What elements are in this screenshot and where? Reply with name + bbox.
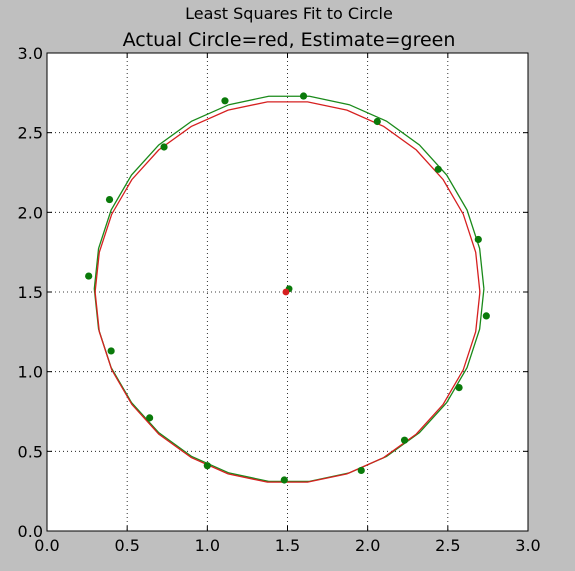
x-tick-label: 1.5 [275, 536, 300, 555]
data-point [280, 476, 288, 484]
data-point [221, 97, 229, 105]
x-tick-label: 1.0 [195, 536, 220, 555]
data-point [400, 436, 409, 444]
data-point [203, 462, 211, 470]
y-tick-label: 2.0 [18, 203, 43, 222]
data-point [357, 466, 365, 475]
x-tick-label: 0.5 [114, 536, 139, 555]
actual-center-point [282, 288, 290, 296]
circle-curves [93, 95, 485, 483]
x-tick-label: 0.0 [34, 536, 59, 555]
data-point [299, 92, 308, 100]
y-tick-label: 0.0 [18, 522, 43, 541]
x-tick-label: 2.5 [435, 536, 460, 555]
data-point [105, 195, 114, 204]
y-tick-label: 1.5 [18, 283, 43, 302]
data-point [455, 384, 463, 392]
y-tick-label: 3.0 [18, 44, 43, 63]
x-tick-label: 3.0 [515, 536, 540, 555]
x-tick-label: 2.0 [355, 536, 380, 555]
data-point [434, 165, 442, 173]
data-point [146, 414, 154, 422]
data-point [474, 235, 482, 244]
data-point [160, 143, 168, 151]
figure-suptitle: Least Squares Fit to Circle [185, 4, 393, 23]
chart-title: Actual Circle=red, Estimate=green [123, 29, 456, 51]
actual-circle-line [94, 101, 481, 483]
y-tick-label: 1.0 [18, 363, 43, 382]
axis-ticks [46, 52, 529, 532]
data-point [373, 117, 381, 126]
tick-labels: 0.0 0.5 1.0 1.5 2.0 2.5 3.0 0.0 0.5 1.0 1.5 2.0 2.5 3… [18, 44, 541, 555]
estimate-circle-line [93, 95, 485, 482]
data-point [107, 347, 115, 355]
y-tick-label: 2.5 [18, 124, 43, 143]
data-points [85, 92, 490, 484]
y-tick-label: 0.5 [18, 442, 43, 461]
data-point [85, 272, 93, 280]
data-point [482, 312, 490, 320]
